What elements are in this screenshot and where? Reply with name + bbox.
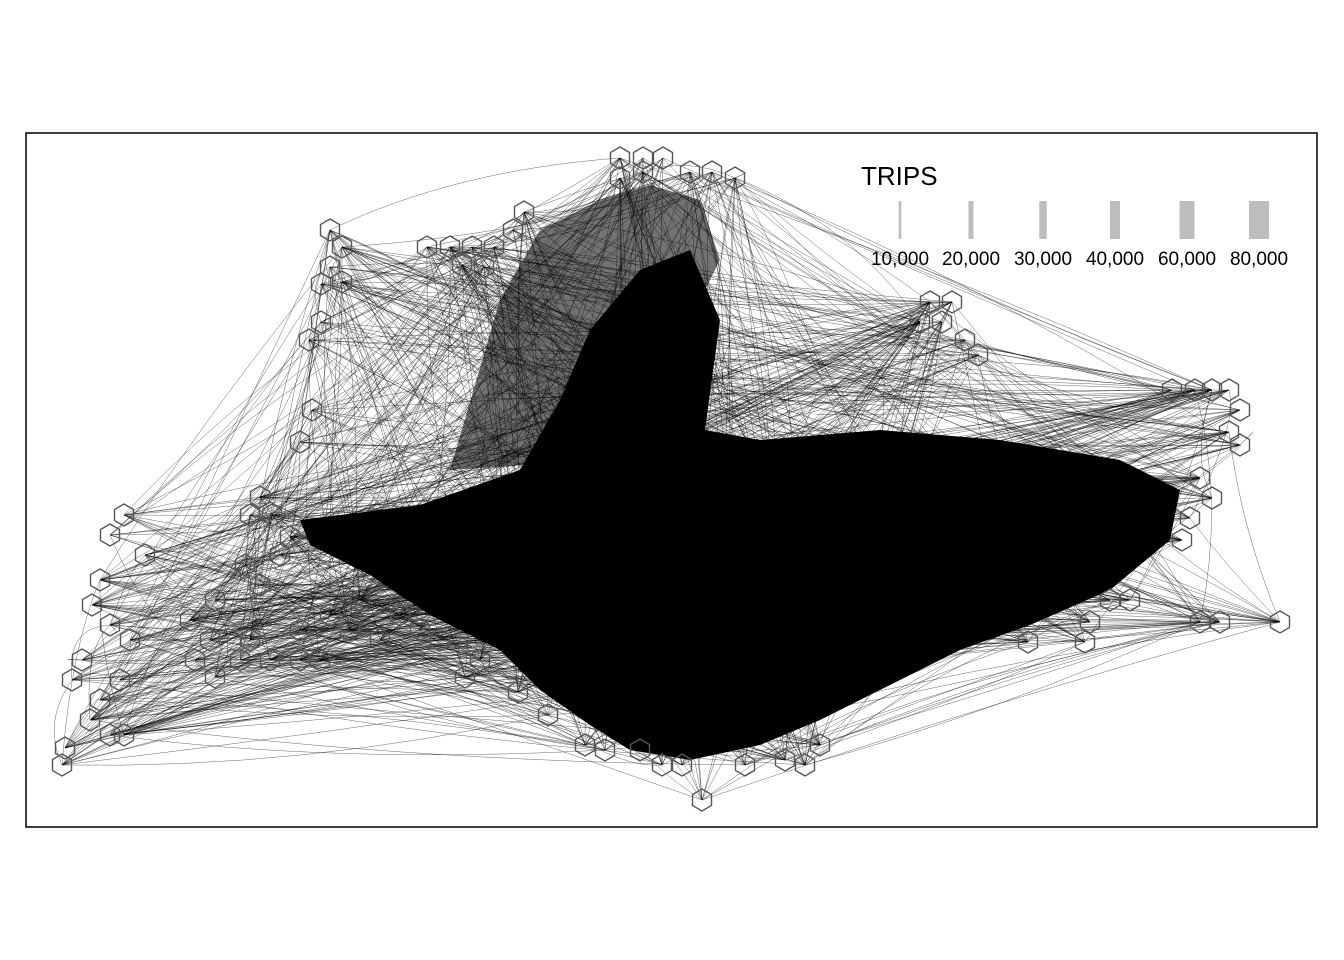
legend-label: 80,000 [1230, 249, 1288, 270]
dense-flow-core [300, 185, 1180, 760]
legend-label: 60,000 [1158, 249, 1216, 270]
legend-title: TRIPS [861, 161, 938, 191]
hexagon-outlines [51, 146, 1291, 812]
legend-items: 10,000 20,000 30,000 40,000 60,000 80,000 [871, 201, 1288, 270]
dense-flow-area [300, 250, 1180, 760]
hexagon-grid-layer [51, 146, 1291, 812]
legend-swatch [1249, 201, 1269, 239]
legend-swatch [1039, 201, 1047, 239]
legend-label: 40,000 [1086, 249, 1144, 270]
legend: TRIPS 10,000 20,000 30,000 40,000 60,000 80,0… [861, 161, 1288, 270]
legend-swatch [968, 201, 974, 239]
legend-swatch [1110, 201, 1120, 239]
legend-swatch [1179, 201, 1195, 239]
dense-flow-area-north [450, 185, 720, 470]
legend-label: 30,000 [1014, 249, 1072, 270]
legend-swatch [898, 201, 902, 239]
legend-label: 10,000 [871, 249, 929, 270]
legend-label: 20,000 [942, 249, 1000, 270]
